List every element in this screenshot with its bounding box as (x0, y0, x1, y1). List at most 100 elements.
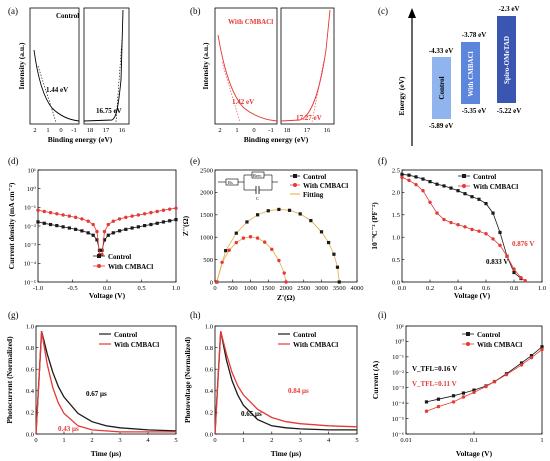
legend-control: Control (477, 331, 500, 339)
panel-h-ann-control: 0.65 μs (241, 410, 262, 418)
data-point (309, 219, 313, 223)
legend-control: Control (114, 331, 137, 339)
panel-g-ann-cmbacl: 0.43 μs (58, 425, 79, 433)
data-point (161, 220, 166, 224)
data-point (74, 227, 78, 231)
data-point (407, 173, 411, 177)
data-point (484, 202, 488, 206)
data-point (42, 209, 46, 214)
panel-e: 0 500 1000 1500 2000 2500 3000 3500 4000 0 500 1000… (181, 167, 364, 302)
data-point (421, 188, 425, 193)
panel-b: With CMBACl 1.42 eV 17.27 eV 2 1 0 -1 18… (201, 7, 335, 144)
y-tick-label: 0 (210, 279, 213, 286)
panel-b-ann-right: 17.27 eV (296, 114, 322, 122)
data-point (241, 236, 246, 240)
data-point (529, 354, 534, 358)
legend-marker-control (97, 254, 101, 258)
panel-b-tick: 17 (304, 127, 311, 134)
y-tick-label: 10⁻² (392, 370, 404, 377)
panel-f-ann-control: 0.833 V (486, 258, 508, 266)
data-point (168, 219, 172, 223)
data-point (284, 280, 288, 284)
data-point (512, 270, 516, 275)
data-point (256, 213, 260, 217)
data-point (73, 215, 78, 220)
data-point (155, 221, 159, 225)
data-point (540, 347, 544, 352)
data-point (456, 189, 460, 193)
y-tick-label: 0.0 (392, 279, 400, 286)
data-point (540, 345, 544, 349)
data-point (421, 177, 425, 181)
legend-cmbacl: With CMBACl (473, 183, 518, 191)
circuit-c-label: C (256, 196, 259, 201)
data-point (86, 219, 90, 223)
data-point (67, 214, 72, 218)
data-point (449, 186, 453, 190)
box-cmbacl-top: -3.78 eV (462, 31, 487, 39)
data-point (80, 229, 84, 233)
panel-e-label: (e) (190, 156, 200, 166)
panel-a-tick: 18 (87, 127, 94, 134)
y-tick-label: 10¹ (396, 323, 405, 330)
panel-a-xlabel: Binding energy (eV) (48, 135, 113, 144)
data-point (472, 390, 476, 395)
box-spiro (497, 16, 516, 103)
data-point (449, 220, 453, 225)
panel-i-label: (i) (378, 310, 387, 320)
data-point (470, 227, 474, 232)
data-point (519, 275, 523, 280)
panel-d-label: (d) (8, 156, 19, 166)
x-tick-label: 5 (355, 437, 358, 444)
data-point (436, 397, 441, 401)
y-tick-label: 1.5 (392, 212, 400, 219)
x-tick-label: 2 (270, 437, 273, 444)
panel-b-tick: 16 (324, 127, 331, 134)
x-tick-label: 0.01 (400, 437, 411, 444)
series-line-with-cmbacl (216, 236, 287, 283)
x-tick-label: 4000 (351, 285, 364, 292)
x-tick-label: 1500 (262, 285, 275, 292)
y-tick-label: 10⁻¹ (392, 354, 404, 361)
x-tick-label: 0.5 (137, 285, 145, 292)
data-point (414, 175, 418, 179)
x-tick-label: 4 (327, 437, 331, 444)
data-point (463, 225, 467, 229)
data-point (220, 260, 224, 264)
data-point (143, 224, 147, 228)
y-tick-label: 1.0 (205, 323, 213, 330)
panel-i-ann-cmbacl: V_TFL=0.11 V (412, 380, 457, 388)
data-point (270, 247, 274, 251)
panel-f-xlabel: Voltage (V) (454, 291, 491, 300)
data-point (102, 229, 107, 234)
data-point (484, 384, 488, 389)
data-point (287, 208, 292, 212)
legend-cmbacl: With CMBACl (293, 341, 338, 349)
data-point (451, 394, 456, 398)
panel-a-tick: 1 (46, 127, 49, 134)
data-point (505, 254, 509, 258)
panel-d-legend: Control With CMBACl (93, 253, 153, 271)
box-cmbacl-label: With CMBACl (467, 51, 475, 96)
data-point (136, 225, 140, 229)
legend-control: Control (108, 253, 131, 261)
panel-h-ann-cmbacl: 0.84 μs (288, 387, 309, 395)
data-point (436, 404, 441, 409)
y-tick-label: 10⁻¹ (24, 205, 36, 212)
panel-g-frame (35, 325, 177, 435)
y-tick-label: 1.0 (392, 235, 400, 242)
y-tick-label: 1000 (200, 235, 213, 242)
panel-e-xlabel: Z'(Ω) (277, 293, 296, 302)
data-point (55, 212, 59, 216)
panel-a-left-frame (29, 7, 80, 125)
panel-f-legend: Control With CMBACl (458, 173, 518, 191)
panel-c-ylabel: Energy (eV) (397, 76, 406, 115)
data-point (327, 240, 331, 245)
panel-f-label: (f) (378, 156, 387, 166)
data-point (91, 222, 95, 227)
x-tick-label: 3 (299, 437, 302, 444)
panel-b-tick: 2 (218, 127, 221, 134)
x-tick-label: 0 (34, 437, 37, 444)
data-point (463, 192, 467, 196)
data-point (67, 226, 71, 230)
